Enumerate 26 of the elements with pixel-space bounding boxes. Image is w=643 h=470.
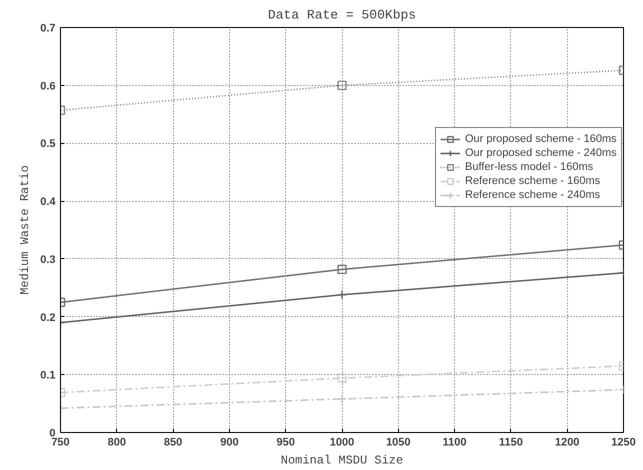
x-tick-label: 750 (51, 436, 70, 448)
legend-label: Our proposed scheme - 160ms (465, 132, 617, 146)
legend-label: Our proposed scheme - 240ms (465, 146, 617, 160)
x-tick-label: 1100 (442, 436, 467, 448)
x-tick-label: 950 (276, 436, 295, 448)
x-tick-label: 1000 (330, 436, 354, 448)
x-axis-title: Nominal MSDU Size (280, 454, 404, 468)
y-tick-label: 0.3 (40, 254, 56, 266)
x-tick-label: 1250 (611, 436, 636, 448)
x-tick-label: 900 (220, 436, 239, 448)
x-tick-label: 1200 (554, 436, 580, 448)
x-tick-label: 1050 (386, 436, 411, 448)
y-tick-label: 0.6 (40, 80, 56, 92)
legend-label: Reference scheme - 240ms (465, 188, 600, 202)
chart-title: Data Rate = 500Kbps (268, 8, 416, 22)
y-tick-label: 0.4 (40, 196, 56, 208)
legend-label: Buffer-less model - 160ms (465, 160, 594, 174)
y-tick-label: 0.5 (40, 138, 56, 150)
legend-label: Reference scheme - 160ms (465, 174, 600, 188)
x-tick-label: 850 (164, 436, 182, 448)
y-axis-title: Medium Waste Ratio (18, 165, 32, 295)
y-tick-label: 0.7 (40, 22, 56, 34)
y-tick-label: 0.2 (40, 312, 56, 324)
y-tick-label: 0.1 (40, 370, 56, 382)
x-tick-label: 1150 (498, 436, 523, 448)
x-tick-label: 800 (108, 436, 126, 448)
